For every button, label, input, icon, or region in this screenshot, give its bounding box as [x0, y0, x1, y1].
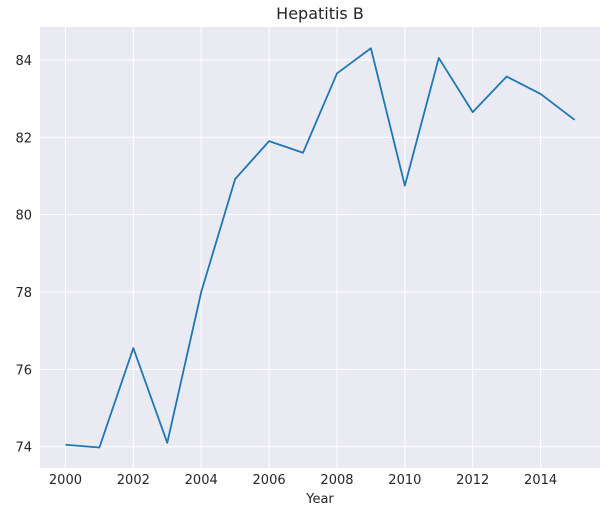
y-gridlines: [40, 59, 600, 448]
chart-title: Hepatitis B: [276, 4, 364, 23]
x-tick-label: 2012: [456, 473, 489, 488]
x-tick-label: 2006: [253, 473, 286, 488]
series-line: [65, 47, 576, 449]
x-tick-label: 2010: [388, 473, 421, 488]
x-axis-label: Year: [305, 492, 334, 506]
y-tick-label: 76: [15, 363, 32, 378]
x-tick-label: 2008: [320, 473, 353, 488]
y-tick-label: 82: [15, 131, 32, 146]
y-tick-labels: 74 76 78 80 82 84: [15, 54, 32, 456]
series-layer: [65, 47, 576, 449]
x-tick-label: 2014: [524, 473, 557, 488]
x-tick-labels: 2000 2002 2004 2006 2008 2010 2012 2014: [49, 473, 557, 488]
x-gridlines: [64, 27, 542, 468]
x-tick-label: 2002: [117, 473, 150, 488]
y-tick-label: 80: [15, 209, 32, 224]
plot-area: [40, 27, 600, 468]
x-tick-label: 2000: [49, 473, 82, 488]
y-tick-label: 78: [15, 286, 32, 301]
y-tick-label: 84: [15, 54, 32, 69]
y-tick-label: 74: [15, 441, 32, 456]
x-tick-label: 2004: [185, 473, 218, 488]
